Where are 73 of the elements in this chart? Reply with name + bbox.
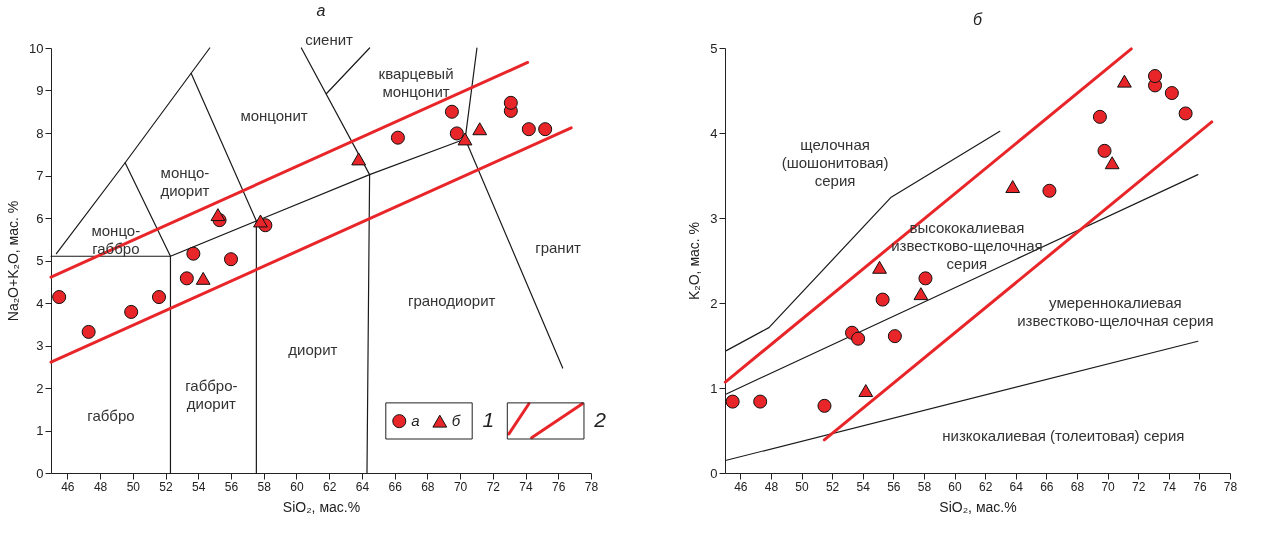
annotation: 1 [482,408,495,432]
x-tick-label: 54 [192,479,206,494]
chart-title: а [316,1,326,19]
x-tick-label: 58 [917,479,932,494]
x-tick-label: 48 [93,479,108,494]
x-axis-title: SiO₂, мас.% [939,498,1017,515]
x-tick-label: 60 [948,479,963,494]
y-tick-label: 8 [36,125,44,141]
y-tick-label: 6 [36,210,44,226]
y-tick-label: 1 [36,423,44,438]
x-tick-label: 62 [323,479,337,494]
annotation: габбро [87,406,135,424]
y-tick-label: 1 [710,380,718,396]
y-tick-label: 5 [36,253,44,268]
y-axis-title: Na₂O+K₂O, мас. % [5,200,22,322]
x-tick-label: 56 [224,479,239,494]
y-tick-label: 2 [36,380,44,396]
x-tick-label: 56 [887,479,901,494]
x-tick-label: 60 [290,479,304,494]
legend-label: а [411,412,420,430]
x-tick-label: 78 [1223,479,1238,494]
x-tick-label: 48 [764,479,779,494]
y-tick-label: 4 [36,295,44,311]
y-tick-label: 4 [710,125,718,141]
y-tick-label: 2 [710,295,718,311]
x-tick-label: 72 [486,479,501,494]
y-tick-label: 0 [36,465,44,481]
y-tick-label: 3 [36,338,44,353]
x-tick-label: 52 [159,479,174,494]
y-tick-label: 9 [36,83,44,98]
y-axis-title: K₂O, мас. % [686,221,703,301]
annotation: кварцевый монцонит [378,64,454,100]
y-tick-label: 5 [710,40,718,56]
x-tick-label: 70 [453,479,468,494]
text: сиенит [305,30,354,48]
x-tick-label: 68 [1070,479,1085,494]
x-tick-label: 68 [421,479,435,494]
x-tick-label: 62 [978,479,993,494]
legend-label: 2 [593,408,607,432]
x-tick-label: 46 [61,479,75,494]
annotation: монцонит [240,107,308,124]
x-axis-title: SiO₂, мас.% [282,498,361,515]
x-tick-label: 50 [126,479,141,494]
x-tick-label: 76 [1193,479,1207,494]
x-tick-label: 76 [552,479,566,494]
y-tick-label: 10 [29,40,44,56]
x-tick-label: 64 [355,479,370,494]
annotation: гранит [535,238,582,256]
y-tick-label: 3 [710,210,718,226]
x-tick-label: 58 [257,479,272,494]
annotation: диорит [288,340,338,358]
annotation: низкокалиевая (толеитовая) серия [942,426,1185,444]
x-tick-label: 72 [1132,479,1146,494]
annotation: умереннокалиевая известково-щелочная серия [1017,294,1214,329]
x-tick-label: 74 [519,479,534,494]
x-tick-label: 74 [1162,479,1177,494]
x-tick-label: 64 [1009,479,1024,494]
legend-label: б [451,412,461,430]
x-tick-label: 50 [795,479,810,494]
x-tick-label: 70 [1101,479,1116,494]
annotation: гранодиорит [407,291,496,309]
annotation: габбро- диорит [185,376,238,412]
x-tick-label: 52 [825,479,840,494]
x-tick-label: 78 [584,479,599,494]
x-tick-label: 66 [388,479,403,494]
x-tick-label: 46 [734,479,748,494]
x-tick-label: 66 [1040,479,1054,494]
y-tick-label: 7 [36,168,44,183]
chart-title: б [973,11,983,28]
annotation: монцо- диорит [160,164,210,200]
annotation: щелочная (шошонитовая) серия [781,135,889,189]
y-tick-label: 0 [710,465,718,481]
x-tick-label: 54 [856,479,871,494]
